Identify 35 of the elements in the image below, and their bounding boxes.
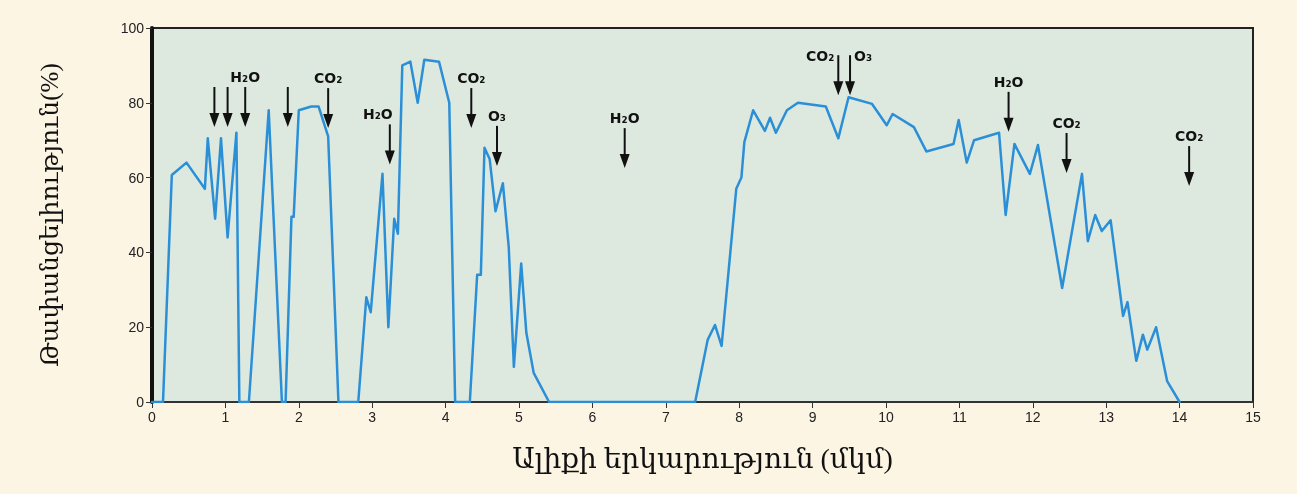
annotation: H₂O (609, 110, 640, 127)
x-tick-label: 4 (441, 409, 450, 425)
x-tick-label: 12 (1025, 409, 1041, 425)
x-tick-label: 0 (148, 409, 157, 425)
annotation: H₂O (230, 68, 261, 85)
y-tick-label: 40 (128, 244, 145, 261)
annotation: CO₂ (1052, 114, 1081, 131)
x-tick-label: 15 (1245, 409, 1261, 425)
x-tick-label: 2 (294, 409, 303, 425)
x-tick-label: 11 (952, 409, 967, 425)
x-tick-label: 6 (588, 409, 597, 425)
annotation: H₂O (362, 106, 393, 123)
annotation: H₂O (993, 73, 1024, 90)
y-tick-label: 20 (128, 319, 145, 336)
x-axis-title: Ալիքի երկարություն (մկմ) (512, 442, 893, 474)
y-tick-label: 60 (128, 169, 145, 186)
y-tick-label: 0 (136, 394, 145, 410)
annotation: CO₂ (457, 70, 486, 87)
y-tick-label: 100 (120, 20, 145, 36)
annotation: CO₂ (805, 48, 835, 65)
annotation: CO₂ (1174, 128, 1204, 145)
x-tick-label: 5 (515, 409, 524, 425)
x-tick-label: 7 (661, 409, 670, 425)
y-tick-label: 80 (128, 94, 145, 111)
annotation: O₃ (854, 48, 873, 65)
annotation: CO₂ (314, 70, 343, 87)
x-tick-label: 1 (221, 409, 230, 425)
x-tick-label: 13 (1098, 409, 1115, 425)
x-tick-label: 3 (368, 409, 377, 425)
y-axis-title: Թափանցելիություն(%) (36, 63, 64, 367)
x-tick-label: 8 (735, 409, 744, 425)
x-tick-label: 9 (808, 409, 817, 425)
x-tick-label: 10 (878, 409, 894, 425)
annotation: O₃ (487, 107, 506, 124)
x-tick-label: 14 (1171, 409, 1188, 425)
